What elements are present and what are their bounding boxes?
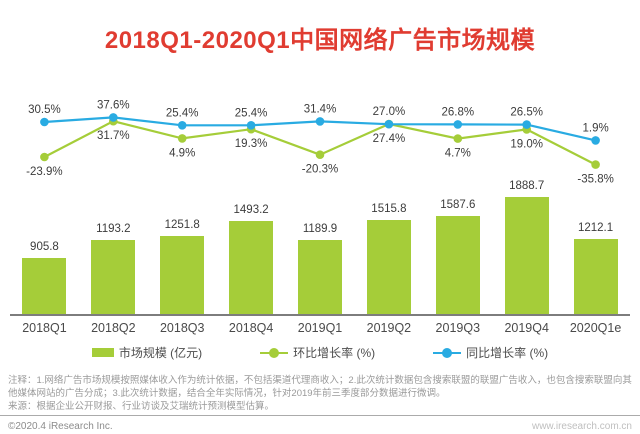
bar (298, 240, 342, 314)
legend-label: 环比增长率 (%) (293, 346, 376, 360)
bar (91, 240, 136, 314)
bar-column: 1515.8 (354, 203, 423, 314)
legend-item-qoq-growth: 环比增长率 (%) (260, 344, 375, 361)
legend-item-market-size: 市场规模 (亿元) (91, 344, 203, 361)
bars-row: 905.8 1193.2 1251.8 1493.2 1189.9 1515.8 1587.… (10, 70, 630, 314)
bar-value-label: 1888.7 (509, 179, 545, 192)
bar-value-label: 905.8 (30, 240, 59, 253)
x-axis-label: 2019Q1 (297, 321, 343, 335)
legend-label: 同比增长率 (%) (466, 346, 549, 360)
blue-line-dot-icon (433, 347, 462, 358)
bar-value-label: 1212.1 (577, 221, 614, 234)
bar (160, 236, 205, 314)
bar (504, 196, 549, 314)
bar-value-label: 1251.8 (164, 219, 200, 232)
footer: ©2020.4 iResearch Inc. www.iresearch.com… (0, 416, 640, 432)
copyright-text: ©2020.4 iResearch Inc. (8, 421, 113, 432)
x-axis-label: 2020Q1e (569, 321, 622, 335)
x-axis-label: 2019Q4 (504, 321, 549, 335)
legend-label: 市场规模 (亿元) (118, 346, 203, 360)
bar-column: 905.8 (10, 241, 79, 314)
bar-column: 1493.2 (217, 204, 286, 314)
plot-area: 905.8 1193.2 1251.8 1493.2 1189.9 1515.8 1587.… (10, 70, 630, 314)
bar (573, 238, 618, 314)
bar (22, 257, 67, 314)
legend-item-yoy-growth: 同比增长率 (%) (433, 344, 548, 361)
bar-column: 1251.8 (148, 219, 217, 314)
green-line-dot-icon (260, 347, 289, 358)
footer-divider (0, 415, 640, 416)
bar-value-label: 1189.9 (302, 223, 338, 236)
bar-value-label: 1493.2 (233, 204, 269, 217)
bar (366, 220, 411, 314)
notes-annotation: 注释：1.网络广告市场规模按照媒体收入作为统计依据，不包括渠道代理商收入；2.此… (8, 375, 632, 399)
x-axis-label: 2018Q4 (228, 321, 274, 335)
bar-column: 1212.1 (561, 222, 630, 314)
x-axis-label: 2018Q3 (159, 321, 205, 335)
notes-source: 来源：根据企业公开财报、行业访谈及艾瑞统计预测模型估算。 (8, 401, 275, 412)
chart-title: 2018Q1-2020Q1中国网络广告市场规模 (104, 27, 536, 54)
bar-column: 1587.6 (423, 199, 492, 314)
bar-value-label: 1193.2 (96, 223, 131, 235)
x-axis-label: 2019Q2 (366, 321, 412, 335)
x-axis: 2018Q1 2018Q2 2018Q3 2018Q4 2019Q1 2019Q2 2019… (10, 314, 630, 335)
bar-column: 1888.7 (492, 180, 561, 314)
website-text: www.iresearch.com.cn (531, 421, 632, 432)
bar-swatch-icon (91, 348, 114, 357)
bar-value-label: 1515.8 (371, 203, 407, 215)
bar (229, 221, 274, 314)
x-axis-label: 2018Q1 (22, 321, 67, 335)
bar-column: 1189.9 (286, 223, 355, 314)
bar-value-label: 1587.6 (440, 198, 476, 211)
x-axis-label: 2018Q2 (91, 321, 136, 335)
chart-card: 2018Q1-2020Q1中国网络广告市场规模 905.8 1193.2 1251.… (0, 26, 640, 434)
legend: 市场规模 (亿元) 环比增长率 (%) 同比增长率 (%) (0, 344, 640, 361)
x-axis-label: 2019Q3 (435, 321, 481, 335)
bar (435, 215, 480, 314)
bar-column: 1193.2 (79, 223, 148, 314)
